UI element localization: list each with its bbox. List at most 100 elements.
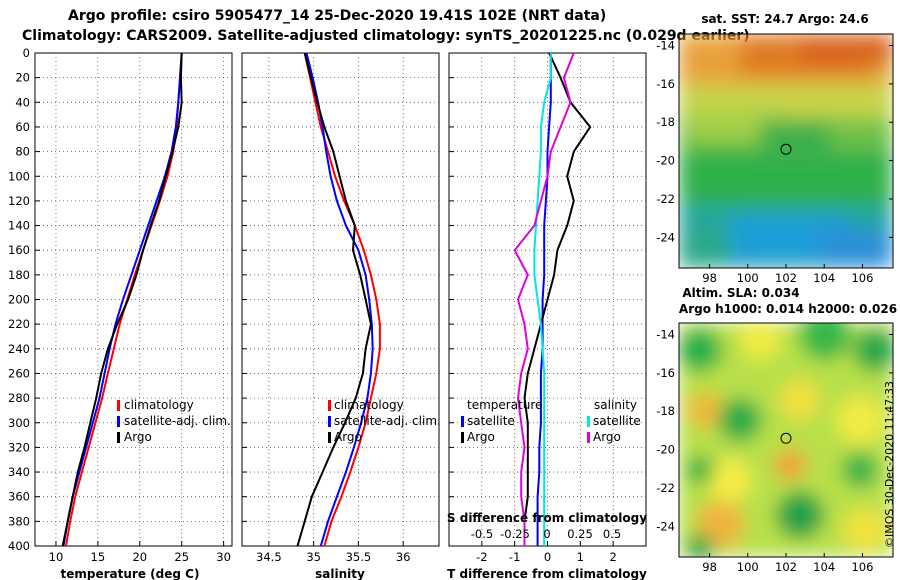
- difference-x-tick-label: -1: [509, 550, 520, 564]
- x-tick-labels: 10 15 20 25 30 34.5 35 35.5 36 -2 -1 0 1 2: [49, 550, 617, 564]
- sla-map-tick-labels: 98 100 102 104 106 -14 -16 -18 -20 -22 -24: [656, 328, 893, 574]
- legend-swatch-climatology: [328, 400, 331, 411]
- difference-line-s-argo: [513, 53, 575, 546]
- depth-tick-label: 260: [8, 366, 30, 380]
- temperature-line-satellite-adj-clim-: [62, 53, 183, 546]
- map-lat-label: -14: [656, 328, 675, 342]
- difference-x-tick-label: -2: [476, 550, 487, 564]
- title-line-1: Argo profile: csiro 5905477_14 25-Dec-20…: [68, 8, 606, 24]
- legend-label-satellite: satellite-adj. clim.: [124, 414, 231, 428]
- salinity-line-satellite-adj-clim-: [305, 53, 374, 546]
- legend-label-t-argo: Argo: [467, 430, 495, 444]
- legend-swatch-satellite: [117, 416, 120, 427]
- sst-heatmap: [679, 34, 893, 268]
- sst-argo-location-marker: [780, 143, 792, 155]
- temperature-panel: [34, 52, 233, 547]
- s-difference-tick-labels: -0.5 -0.25 0 0.25 0.5: [471, 527, 621, 541]
- map-lon-label: 102: [775, 560, 797, 574]
- legend-swatch-t-argo: [461, 432, 464, 443]
- temperature-x-tick-label: 15: [91, 550, 106, 564]
- legend-swatch-argo: [328, 432, 331, 443]
- temperature-series: [61, 53, 183, 546]
- depth-tick-label: 60: [15, 120, 30, 134]
- difference-line-t-argo: [523, 53, 592, 546]
- difference-series: [513, 53, 592, 546]
- salinity-legend: climatology satellite-adj. clim. Argo: [328, 398, 441, 444]
- depth-tick-label: 0: [23, 46, 30, 60]
- depth-tick-label: 380: [8, 514, 30, 528]
- depth-tick-label: 220: [8, 317, 30, 331]
- legend-swatch-s-argo: [587, 432, 590, 443]
- map-lat-label: -14: [656, 39, 675, 53]
- temperature-line-argo: [61, 53, 183, 546]
- salinity-x-tick-label: 35.5: [346, 550, 372, 564]
- sst-map-title: sat. SST: 24.7 Argo: 24.6: [701, 12, 868, 26]
- depth-tick-label: 20: [15, 71, 30, 85]
- depth-tick-label: 120: [8, 194, 30, 208]
- map-lon-label: 104: [813, 271, 835, 285]
- s-difference-tick-label: -0.5: [471, 527, 493, 541]
- salinity-x-tick-label: 34.5: [256, 550, 282, 564]
- salinity-x-tick-label: 35: [306, 550, 321, 564]
- map-lon-label: 104: [813, 560, 835, 574]
- s-difference-tick-label: -0.25: [500, 527, 530, 541]
- sst-map-tick-labels: 98 100 102 104 106 -14 -16 -18 -20 -22 -24: [656, 39, 893, 285]
- legend-swatch-t-satellite: [461, 416, 464, 427]
- sla-argo-location-marker: [780, 432, 792, 444]
- legend-label-argo: Argo: [334, 430, 362, 444]
- temperature-x-tick-label: 20: [132, 550, 147, 564]
- map-lon-label: 106: [851, 271, 873, 285]
- s-difference-axis-label: S difference from climatology: [447, 511, 647, 525]
- legend-label-s-argo: Argo: [593, 430, 621, 444]
- map-lat-label: -18: [656, 404, 675, 418]
- legend-swatch-s-satellite: [587, 416, 590, 427]
- salinity-axis-label: salinity: [315, 567, 365, 580]
- salinity-line-argo: [296, 53, 372, 546]
- map-lat-label: -24: [656, 230, 675, 244]
- difference-x-tick-label: 2: [610, 550, 617, 564]
- s-difference-tick-label: 0.25: [567, 527, 593, 541]
- legend-label-s-satellite: satellite: [593, 414, 641, 428]
- sla-map-title: Altim. SLA: 0.034: [682, 286, 799, 300]
- profile-lines: [61, 53, 592, 546]
- difference-legend: temperature satellite Argo salinity sate…: [461, 398, 641, 444]
- depth-tick-label: 180: [8, 268, 30, 282]
- salinity-x-tick-label: 36: [396, 550, 411, 564]
- map-lon-label: 98: [702, 560, 717, 574]
- legend-swatch-argo: [117, 432, 120, 443]
- temperature-x-tick-label: 30: [216, 550, 231, 564]
- depth-tick-label: 340: [8, 465, 30, 479]
- legend-swatch-satellite: [328, 416, 331, 427]
- depth-tick-label: 40: [15, 95, 30, 109]
- depth-tick-label: 320: [8, 440, 30, 454]
- map-lon-label: 100: [737, 560, 759, 574]
- gridlines: [35, 52, 646, 547]
- difference-line-s-satellite: [533, 53, 552, 546]
- depth-tick-label: 240: [8, 342, 30, 356]
- map-lon-label: 102: [775, 271, 797, 285]
- map-lat-label: -20: [656, 443, 675, 457]
- depth-tick-label: 280: [8, 391, 30, 405]
- temperature-legend: climatology satellite-adj. clim. Argo: [117, 398, 231, 444]
- legend-label-climatology: climatology: [334, 398, 404, 412]
- depth-tick-label: 360: [8, 490, 30, 504]
- depth-tick-label: 300: [8, 416, 30, 430]
- legend-title-salinity: salinity: [594, 398, 637, 412]
- map-lat-label: -24: [656, 519, 675, 533]
- temperature-axis-label: temperature (deg C): [61, 567, 200, 580]
- depth-tick-label: 400: [8, 539, 30, 553]
- legend-label-satellite: satellite-adj. clim.: [334, 414, 441, 428]
- title-line-2: Climatology: CARS2009. Satellite-adjuste…: [22, 28, 750, 44]
- map-lat-label: -16: [656, 366, 675, 380]
- s-difference-tick-label: 0.5: [603, 527, 621, 541]
- map-lat-label: -18: [656, 115, 675, 129]
- difference-x-tick-label: 1: [577, 550, 584, 564]
- map-lon-label: 106: [851, 560, 873, 574]
- imos-credit: ©IMOS 30-Dec-2020 11:47:33: [883, 381, 896, 548]
- legend-swatch-climatology: [117, 400, 120, 411]
- legend-label-t-satellite: satellite: [467, 414, 515, 428]
- map-lat-label: -20: [656, 154, 675, 168]
- map-lon-label: 98: [702, 271, 717, 285]
- difference-line-t-satellite: [536, 53, 552, 546]
